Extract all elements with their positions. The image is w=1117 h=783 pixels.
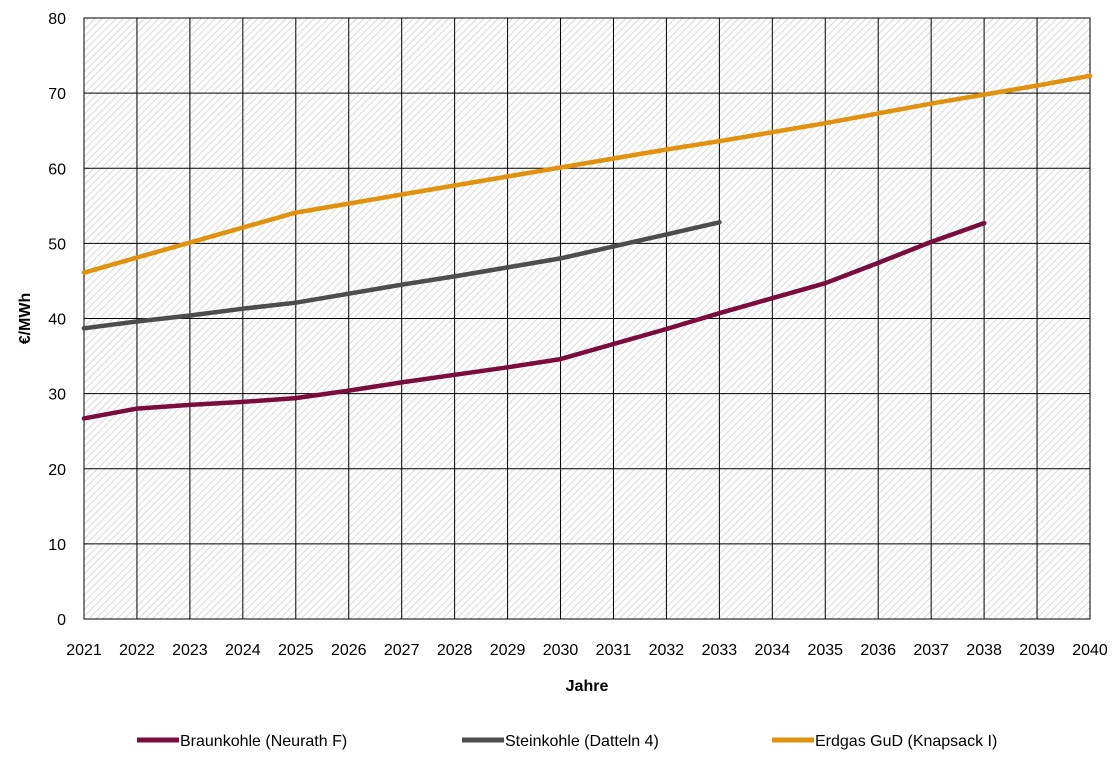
x-tick-label: 2030	[543, 642, 579, 659]
y-tick-label: 30	[48, 387, 66, 404]
data-point	[611, 156, 616, 161]
data-point	[505, 174, 510, 179]
x-tick-label: 2031	[596, 642, 632, 659]
data-point	[81, 416, 87, 421]
x-axis-ticks: 2021 2022 2023 2024 2025 2026 2027 2028 2029 2030…	[66, 642, 1108, 659]
x-tick-label: 2040	[1072, 642, 1108, 659]
data-point	[1034, 83, 1040, 88]
data-point	[823, 281, 828, 286]
x-tick-label: 2023	[172, 642, 208, 659]
y-tick-label: 10	[48, 537, 66, 554]
legend-label: Braunkohle (Neurath F)	[180, 733, 347, 750]
data-point	[81, 270, 87, 275]
data-point	[452, 183, 457, 188]
data-point	[1087, 73, 1093, 79]
data-point	[876, 260, 881, 266]
y-tick-label: 0	[57, 612, 66, 629]
x-tick-label: 2029	[490, 642, 526, 659]
x-tick-label: 2034	[755, 642, 791, 659]
data-point	[611, 341, 616, 347]
legend-item: Steinkohle (Datteln 4)	[462, 733, 659, 750]
x-tick-label: 2026	[331, 642, 367, 659]
data-point	[134, 255, 140, 260]
x-tick-label: 2039	[1019, 642, 1055, 659]
series-lines	[81, 73, 1093, 421]
data-point	[770, 296, 775, 301]
data-point	[717, 311, 722, 316]
y-axis-ticks: 0 10 20 30 40 50 60 70 80	[48, 11, 66, 629]
x-tick-label: 2021	[66, 642, 102, 659]
data-point	[81, 326, 87, 331]
data-point	[981, 220, 987, 226]
y-tick-label: 50	[48, 236, 66, 253]
data-point	[611, 244, 616, 249]
x-tick-label: 2033	[702, 642, 738, 659]
data-point	[823, 121, 828, 126]
y-tick-label: 80	[48, 11, 66, 28]
data-point	[770, 130, 775, 135]
x-axis-title: Jahre	[566, 678, 609, 695]
data-point	[346, 201, 351, 206]
data-point	[505, 265, 510, 270]
data-point	[293, 210, 298, 215]
data-point	[187, 240, 193, 245]
x-tick-label: 2022	[119, 642, 155, 659]
y-tick-label: 20	[48, 462, 66, 479]
data-point	[293, 300, 298, 305]
data-point	[558, 165, 563, 170]
legend-label: Erdgas GuD (Knapsack I)	[815, 733, 997, 750]
data-point	[452, 372, 457, 377]
data-point	[399, 282, 404, 287]
data-point	[293, 395, 298, 401]
data-point	[187, 313, 193, 318]
data-point	[558, 256, 563, 261]
x-tick-label: 2037	[913, 642, 949, 659]
data-point	[452, 274, 457, 279]
series-line-2	[81, 73, 1093, 275]
data-point	[717, 220, 722, 225]
data-point	[664, 147, 669, 152]
data-point	[240, 306, 245, 311]
data-point	[929, 101, 934, 106]
data-point	[399, 380, 404, 385]
data-point	[134, 406, 140, 411]
data-point	[981, 92, 987, 97]
data-point	[240, 225, 245, 230]
data-point	[134, 319, 140, 324]
y-tick-label: 40	[48, 312, 66, 329]
x-tick-label: 2027	[384, 642, 420, 659]
data-point	[187, 402, 193, 408]
data-point	[346, 388, 351, 393]
legend-item: Erdgas GuD (Knapsack I)	[772, 733, 997, 750]
x-tick-label: 2025	[278, 642, 314, 659]
data-point	[717, 139, 722, 144]
x-tick-label: 2036	[860, 642, 896, 659]
y-tick-label: 70	[48, 86, 66, 103]
data-point	[664, 326, 669, 332]
data-point	[558, 356, 563, 362]
data-point	[929, 239, 934, 245]
legend: Braunkohle (Neurath F) Steinkohle (Dattel…	[137, 733, 997, 750]
data-point	[505, 365, 510, 370]
series-line-0	[81, 220, 987, 421]
data-point	[876, 111, 881, 116]
x-tick-label: 2032	[649, 642, 685, 659]
plot-area-border	[83, 17, 1091, 620]
y-axis-title: €/MWh	[17, 293, 34, 345]
data-point	[240, 399, 245, 405]
x-tick-label: 2035	[807, 642, 843, 659]
data-point	[346, 291, 351, 296]
y-tick-label: 60	[48, 161, 66, 178]
legend-label: Steinkohle (Datteln 4)	[505, 733, 659, 750]
legend-item: Braunkohle (Neurath F)	[137, 733, 347, 750]
x-tick-label: 2038	[966, 642, 1002, 659]
data-point	[664, 232, 669, 237]
x-tick-label: 2028	[437, 642, 473, 659]
x-tick-label: 2024	[225, 642, 261, 659]
data-point	[399, 192, 404, 197]
